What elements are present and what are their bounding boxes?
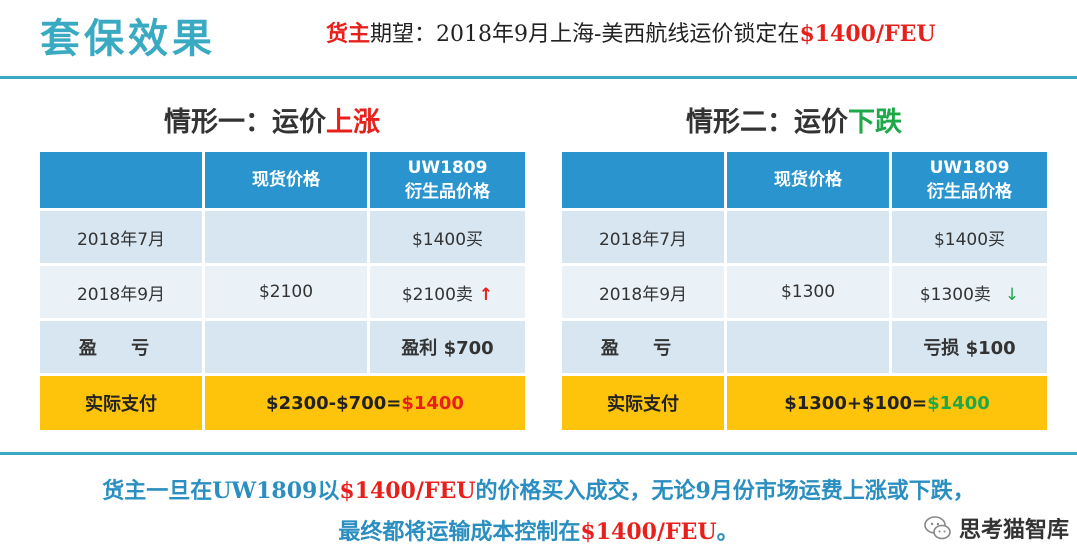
row-label: 实际支付 xyxy=(40,376,202,430)
scenario2-table: 现货价格 UW1809 衍生品价格 2018年7月 $1400买 2018年9月… xyxy=(559,152,1050,430)
table-row: 2018年7月 $1400买 xyxy=(40,211,525,266)
derivative-cell: $2100卖 ↑ xyxy=(370,266,525,321)
spot-cell xyxy=(727,211,889,266)
row-label: 2018年9月 xyxy=(562,266,724,321)
watermark-text: 思考猫智库 xyxy=(958,518,1069,543)
table-row: 2018年9月 $1300 $1300卖 ↓ xyxy=(562,266,1047,321)
derivative-value: $2100卖 xyxy=(401,284,473,305)
conclusion-price: $1400/FEU xyxy=(580,519,717,545)
row-label: 盈 亏 xyxy=(40,321,202,376)
table-row: 实际支付 $2300-$700=$1400 xyxy=(40,376,525,430)
expectation-text: 期望：2018年9月上海-美西航线运价锁定在 xyxy=(370,22,800,47)
spot-cell xyxy=(205,211,367,266)
conclusion-line-2: 最终都将运输成本控制在$1400/FEU。 xyxy=(0,514,1077,546)
profit-cell: 盈利 $700 xyxy=(370,321,525,376)
scenario2-title-highlight: 下跌 xyxy=(848,107,902,138)
top-divider xyxy=(0,76,1077,79)
conclusion-line-1: 货主一旦在UW1809以$1400/FEU的价格买入成交，无论9月份市场运费上涨… xyxy=(0,473,1077,505)
header-derivative-price: UW1809 衍生品价格 xyxy=(370,152,525,211)
header-blank xyxy=(562,152,724,211)
expectation-line: 货主期望：2018年9月上海-美西航线运价锁定在$1400/FEU xyxy=(326,16,936,48)
row-label: 2018年7月 xyxy=(40,211,202,266)
conclusion-text: 最终都将运输成本控制在 xyxy=(338,519,581,545)
conclusion-text: 货主一旦在UW1809以 xyxy=(102,478,340,504)
payment-result: $1400 xyxy=(927,392,990,414)
spot-cell xyxy=(727,321,889,376)
row-label: 2018年9月 xyxy=(40,266,202,321)
page-title: 套保效果 xyxy=(40,16,216,62)
bottom-divider xyxy=(0,452,1077,455)
derivative-cell: $1400买 xyxy=(370,211,525,266)
row-label: 实际支付 xyxy=(562,376,724,430)
loss-cell: 亏损 $100 xyxy=(892,321,1047,376)
watermark: 思考猫智库 xyxy=(923,512,1069,544)
actual-payment-cell: $2300-$700=$1400 xyxy=(205,376,525,430)
derivative-value: $1300卖 xyxy=(919,284,991,305)
table-row: 2018年9月 $2100 $2100卖 ↑ xyxy=(40,266,525,321)
expectation-price: $1400/FEU xyxy=(799,21,936,47)
derivative-cell: $1400买 xyxy=(892,211,1047,266)
spot-cell: $2100 xyxy=(205,266,367,321)
derivative-cell: $1300卖 ↓ xyxy=(892,266,1047,321)
payment-formula: $1300+$100= xyxy=(784,392,928,414)
header-blank xyxy=(40,152,202,211)
header-spot-price: 现货价格 xyxy=(727,152,889,211)
table-header-row: 现货价格 UW1809 衍生品价格 xyxy=(562,152,1047,211)
header-derivative-price: UW1809 衍生品价格 xyxy=(892,152,1047,211)
conclusion-text: 的价格买入成交，无论9月份市场运费上涨或下跌， xyxy=(475,478,975,504)
table-row: 盈 亏 盈利 $700 xyxy=(40,321,525,376)
header-derivative-code: UW1809 xyxy=(929,158,1010,178)
scenario2-title: 情形二：运价下跌 xyxy=(686,100,902,139)
scenario2-title-prefix: 情形二：运价 xyxy=(686,107,848,138)
scenario1-title: 情形一：运价上涨 xyxy=(164,100,380,139)
header-derivative-code: UW1809 xyxy=(407,158,488,178)
conclusion-price: $1400/FEU xyxy=(339,478,476,504)
conclusion-text: 。 xyxy=(716,519,739,545)
scenario1-title-highlight: 上涨 xyxy=(326,107,380,138)
expectation-subject: 货主 xyxy=(326,21,371,47)
spot-cell: $1300 xyxy=(727,266,889,321)
table-header-row: 现货价格 UW1809 衍生品价格 xyxy=(40,152,525,211)
table-row: 实际支付 $1300+$100=$1400 xyxy=(562,376,1047,430)
wechat-icon xyxy=(924,516,951,540)
header-derivative-label: 衍生品价格 xyxy=(927,182,1012,202)
table-row: 2018年7月 $1400买 xyxy=(562,211,1047,266)
scenario1-title-prefix: 情形一：运价 xyxy=(164,107,326,138)
row-label: 2018年7月 xyxy=(562,211,724,266)
arrow-up-icon: ↑ xyxy=(478,284,494,305)
arrow-down-icon: ↓ xyxy=(1004,284,1020,305)
table-row: 盈 亏 亏损 $100 xyxy=(562,321,1047,376)
scenario1-table: 现货价格 UW1809 衍生品价格 2018年7月 $1400买 2018年9月… xyxy=(37,152,528,430)
payment-result: $1400 xyxy=(401,392,464,414)
spot-cell xyxy=(205,321,367,376)
actual-payment-cell: $1300+$100=$1400 xyxy=(727,376,1047,430)
header-derivative-label: 衍生品价格 xyxy=(405,182,490,202)
header-spot-price: 现货价格 xyxy=(205,152,367,211)
payment-formula: $2300-$700= xyxy=(266,392,402,414)
row-label: 盈 亏 xyxy=(562,321,724,376)
